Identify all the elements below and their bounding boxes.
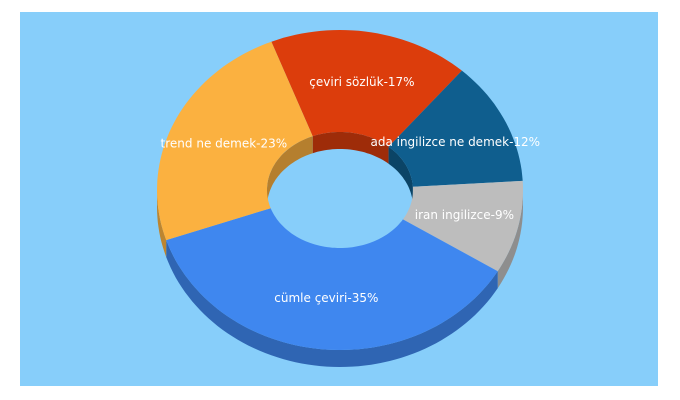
outer-wall [497, 190, 523, 289]
slice-label: çeviri sözlük-17% [309, 75, 414, 89]
outer-wall [157, 190, 167, 258]
slice [402, 180, 523, 272]
slice [271, 30, 462, 147]
slice [388, 70, 523, 187]
inner-wall [388, 146, 413, 204]
outer-wall [166, 240, 498, 367]
slice-label: trend ne demek-23% [161, 137, 288, 151]
slice-label: cümle çeviri-35% [274, 291, 378, 305]
slice-label: iran ingilizce-9% [415, 208, 514, 222]
slice [166, 208, 498, 350]
inner-wall [312, 132, 389, 164]
inner-wall [267, 136, 313, 207]
slice [157, 41, 313, 241]
slice-label: ada ingilizce ne demek-12% [370, 135, 540, 149]
